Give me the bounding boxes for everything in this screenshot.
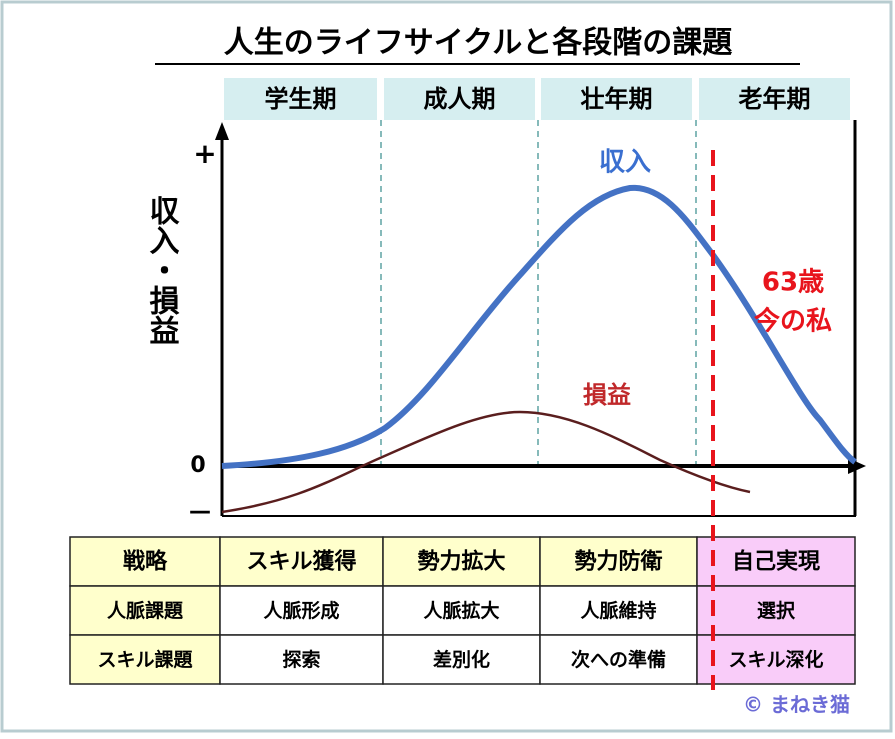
table-cell xyxy=(382,634,541,685)
table-cell-text: 人脈維持 xyxy=(580,599,656,622)
table-cell xyxy=(539,634,698,685)
title: 人生のライフサイクルと各段階の課題 xyxy=(224,26,733,61)
table-cell xyxy=(219,536,384,587)
annotation-me: 今の私 xyxy=(754,306,832,337)
table-cell-text: スキル深化 xyxy=(728,648,823,671)
y-axis-label: 収入・損益 xyxy=(144,195,180,345)
stage-dividers xyxy=(380,120,697,466)
credit: © まねき猫 xyxy=(743,693,850,717)
table-cell-text: 人脈課題 xyxy=(107,599,184,622)
stage-label: 成人期 xyxy=(424,85,496,113)
stage-label: 壮年期 xyxy=(581,85,653,113)
axis-minus: — xyxy=(189,499,211,524)
table-cell-text: 次への準備 xyxy=(571,648,666,671)
table-cell-text: スキル獲得 xyxy=(246,549,356,575)
table-cell xyxy=(696,536,856,587)
table-cell-text: 探索 xyxy=(282,648,320,671)
table-cell xyxy=(382,536,541,587)
table-cell xyxy=(219,634,384,685)
table-cell-text: 選択 xyxy=(757,600,796,622)
annotation-age: 63歳 xyxy=(762,268,824,298)
axis-plus: + xyxy=(193,137,216,170)
table-cell xyxy=(69,585,221,636)
table-cell-text: 人脈拡大 xyxy=(423,599,499,622)
table-cell-text: 自己実現 xyxy=(732,549,820,575)
table-cell xyxy=(69,634,221,685)
income-curve xyxy=(221,184,857,469)
stage-label: 老年期 xyxy=(739,85,811,113)
table-cell-text: 差別化 xyxy=(433,648,490,671)
table-cell xyxy=(696,585,856,636)
stage-header xyxy=(699,78,850,120)
table-cell-text: 勢力防衛 xyxy=(574,549,662,575)
profit-label: 損益 xyxy=(583,381,631,409)
table-cell xyxy=(696,634,856,685)
profit-curve xyxy=(221,410,751,514)
axis-zero: 0 xyxy=(190,453,205,478)
table-cell xyxy=(69,536,221,587)
table-cell xyxy=(539,585,698,636)
table-cell-text: 戦略 xyxy=(123,549,168,575)
stage-header xyxy=(384,78,535,120)
stage-label: 学生期 xyxy=(265,85,337,113)
stage-header xyxy=(541,78,692,120)
table-cell xyxy=(382,585,541,636)
stage-header xyxy=(224,78,377,120)
table-cell-text: 人脈形成 xyxy=(263,599,339,622)
income-label: 収入 xyxy=(599,148,651,178)
y-axis-arrow xyxy=(215,122,229,140)
table-cell-text: 勢力拡大 xyxy=(417,549,505,575)
table-cell-text: スキル課題 xyxy=(97,648,193,671)
